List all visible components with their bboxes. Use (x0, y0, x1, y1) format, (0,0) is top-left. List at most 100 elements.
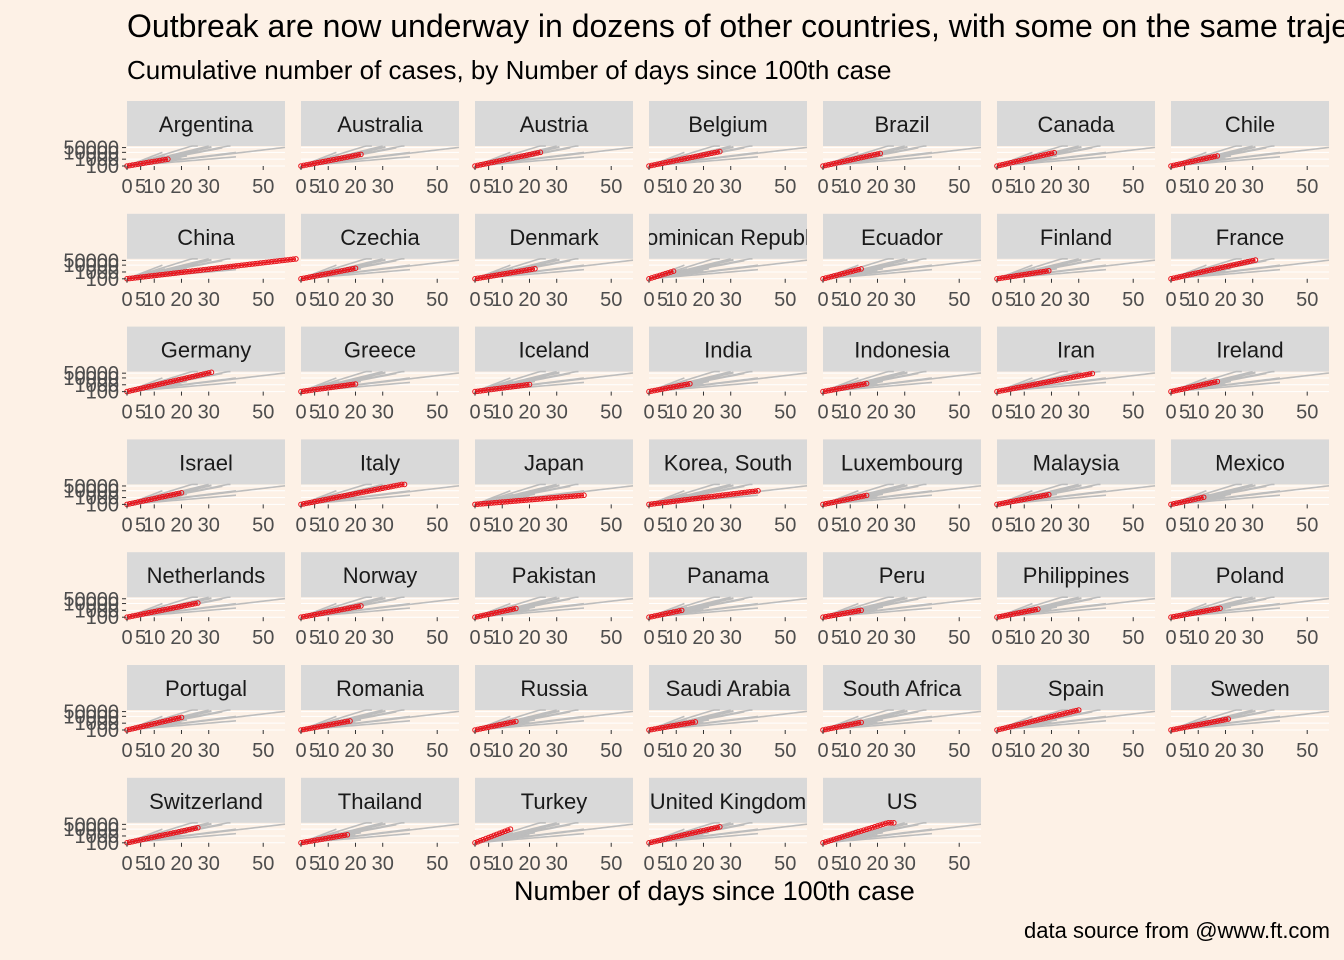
x-tick-label: 50 (774, 402, 796, 424)
data-point (855, 266, 862, 273)
x-tick-label: 50 (1122, 627, 1144, 649)
panel-strip (1171, 439, 1329, 485)
data-point (491, 610, 497, 616)
data-point (491, 272, 497, 279)
data-point (545, 495, 552, 502)
x-tick-label: 30 (198, 289, 220, 311)
data-point (1179, 725, 1185, 731)
x-axis: 0 510 20 30 50 (817, 166, 970, 198)
data-point (858, 266, 864, 272)
data-point (852, 156, 859, 162)
highlight-series (124, 714, 185, 733)
data-point (532, 150, 538, 157)
data-point (847, 721, 854, 728)
data-point (347, 381, 353, 388)
data-point (869, 824, 875, 831)
data-point (1214, 153, 1221, 159)
x-tick-label: 30 (1242, 514, 1264, 536)
data-point (510, 606, 516, 612)
data-point (344, 831, 351, 838)
data-point (700, 152, 707, 158)
x-tick-label: 50 (600, 627, 622, 649)
data-point (151, 158, 158, 165)
data-point (833, 498, 840, 505)
data-point (151, 495, 158, 502)
data-point (1184, 611, 1191, 618)
data-point (129, 162, 136, 168)
data-point (379, 485, 386, 492)
data-point (1176, 161, 1182, 168)
data-point (850, 830, 856, 837)
data-point (496, 609, 503, 615)
x-axis: 0 510 20 30 50 (121, 504, 274, 536)
data-point (684, 720, 690, 727)
data-point (717, 492, 723, 499)
data-point (219, 264, 226, 271)
x-tick-label: 0 (469, 514, 480, 536)
x-tick-label: 10 (1187, 402, 1209, 424)
data-point (341, 606, 348, 612)
panel-title: India (704, 338, 752, 363)
data-point (695, 495, 701, 502)
data-point (1026, 607, 1033, 614)
panel-strip (823, 101, 981, 146)
x-tick-label: 50 (948, 740, 970, 762)
data-point (496, 499, 503, 506)
data-point (300, 501, 307, 507)
data-point (678, 832, 685, 839)
data-point (175, 715, 182, 721)
x-tick-label: 5 (309, 176, 320, 198)
data-point (1024, 719, 1030, 726)
data-point (1007, 386, 1014, 392)
data-point (488, 500, 495, 506)
data-point (162, 156, 168, 163)
data-point (1018, 384, 1025, 390)
data-point (1187, 271, 1193, 278)
data-point (871, 151, 878, 158)
x-axis: 0 510 20 30 50 (1165, 504, 1318, 536)
data-point (493, 272, 500, 278)
panel-strip (301, 552, 459, 598)
data-point (1195, 382, 1202, 389)
panel-title: Luxembourg (841, 450, 963, 475)
x-tick-label: 50 (1296, 402, 1318, 424)
x-tick-label: 5 (135, 176, 146, 198)
data-point (309, 612, 315, 618)
data-point (129, 500, 136, 507)
x-tick-label: 10 (839, 176, 861, 198)
data-point (474, 838, 481, 845)
panel-strip (649, 213, 807, 259)
data-point (1189, 271, 1196, 277)
x-tick-label: 5 (1179, 289, 1190, 311)
data-point (1040, 380, 1047, 386)
data-point (333, 494, 340, 501)
data-point (1021, 496, 1028, 503)
data-point (1035, 493, 1041, 500)
data-point (1170, 613, 1177, 620)
data-point (1037, 716, 1044, 723)
data-point (184, 375, 190, 381)
data-point (1073, 373, 1079, 380)
data-point (515, 497, 522, 504)
data-point (339, 155, 345, 161)
x-tick-label: 0 (469, 853, 480, 875)
panel-title: France (1216, 225, 1284, 250)
data-point (1233, 261, 1240, 268)
x-tick-label: 5 (831, 176, 842, 198)
highlight-series (472, 381, 533, 395)
data-point (352, 265, 359, 272)
data-point (159, 719, 166, 725)
data-point (1181, 724, 1188, 731)
x-tick-label: 5 (135, 853, 146, 875)
data-point (317, 272, 323, 278)
data-point (317, 386, 323, 392)
data-point (1032, 381, 1038, 388)
data-point (474, 726, 481, 733)
data-point (238, 262, 245, 269)
data-point (711, 825, 718, 831)
data-point (833, 835, 840, 842)
